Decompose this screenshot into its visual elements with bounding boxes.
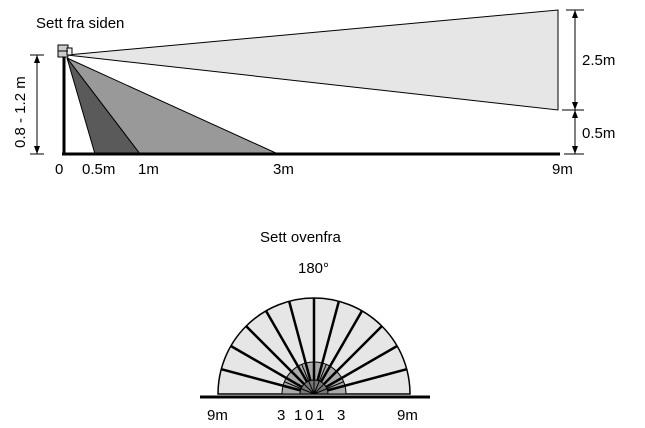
top-tick-right-1: 1 [316, 407, 324, 424]
angle-label: 180° [298, 260, 329, 277]
right-dimension [562, 9, 584, 155]
beam-ray [316, 300, 341, 381]
sensor-icon [57, 44, 73, 58]
inner-beam-ray [313, 371, 337, 395]
beam-ray [319, 310, 364, 383]
side-view-title: Sett fra siden [36, 15, 124, 32]
beam-ray [327, 367, 408, 392]
inner-beam-ray [291, 371, 315, 395]
beam-rays [220, 298, 408, 395]
tick-9m: 9m [552, 161, 573, 178]
beam-ray [230, 344, 303, 389]
far-detection-zone [66, 9, 559, 111]
side-view: Sett fra siden 0.8 - 1.2 m [12, 9, 615, 178]
beam-ray [264, 310, 309, 383]
inner-beam-ray [313, 381, 344, 395]
tick-0: 0 [55, 161, 63, 178]
range-bottom-label: 0.5m [582, 125, 615, 142]
top-tick-center-0: 0 [305, 407, 313, 424]
top-tick-right-9m: 9m [397, 407, 418, 424]
beam-ray [220, 367, 301, 392]
tick-3m: 3m [273, 161, 294, 178]
top-tick-left-9m: 9m [207, 407, 228, 424]
beam-ray [287, 300, 312, 381]
top-view: Sett ovenfra 180° 9m 3 1 0 1 3 9m [200, 229, 430, 424]
top-tick-left-1: 1 [294, 407, 302, 424]
beam-ray [325, 344, 398, 389]
range-top-label: 2.5m [582, 52, 615, 69]
inner-beam-ray [301, 364, 315, 395]
top-tick-left-3: 3 [277, 407, 285, 424]
inner-beam-ray [313, 364, 327, 395]
tick-0-5m: 0.5m [82, 161, 115, 178]
top-tick-right-3: 3 [337, 407, 345, 424]
inner-beam-ray [284, 381, 315, 395]
height-dimension [30, 54, 44, 155]
height-label: 0.8 - 1.2 m [12, 76, 29, 148]
tick-1m: 1m [138, 161, 159, 178]
top-view-title: Sett ovenfra [260, 229, 342, 246]
